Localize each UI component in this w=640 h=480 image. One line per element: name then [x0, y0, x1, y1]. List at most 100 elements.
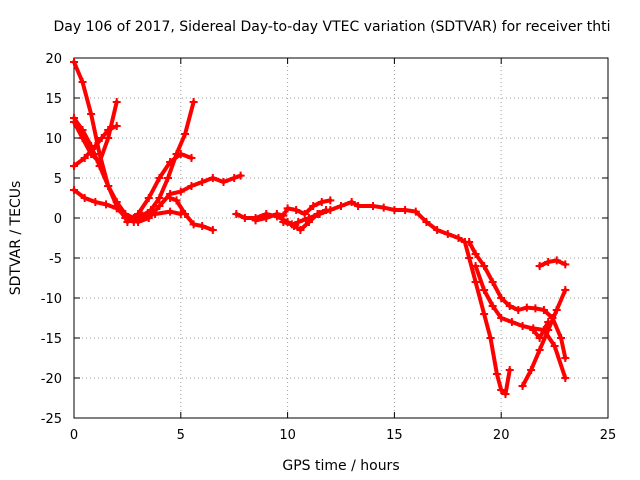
data-point: [272, 210, 281, 218]
data-point: [300, 210, 309, 218]
y-tick-label: 0: [54, 212, 62, 227]
data-point: [454, 234, 463, 242]
data-point: [354, 202, 363, 210]
y-axis-label: SDTVAR / TECUs: [8, 181, 24, 296]
data-point: [230, 174, 239, 182]
data-point: [471, 262, 480, 270]
data-point: [518, 322, 527, 330]
data-point: [539, 326, 548, 334]
data-point: [505, 302, 514, 310]
data-point: [87, 110, 96, 118]
data-point: [112, 204, 121, 213]
data-point: [181, 210, 190, 218]
series-track-n: [518, 286, 570, 390]
data-point: [317, 198, 326, 206]
data-point: [163, 174, 172, 182]
data-point: [471, 250, 480, 258]
data-point: [102, 200, 111, 209]
x-tick-label: 0: [70, 428, 78, 443]
data-point: [369, 202, 378, 210]
data-point: [497, 386, 506, 394]
data-point: [144, 194, 153, 202]
x-tick-label: 5: [177, 428, 185, 443]
x-axis-label: GPS time / hours: [282, 458, 399, 474]
data-point: [433, 226, 442, 234]
data-point: [70, 162, 78, 170]
data-point: [166, 194, 175, 202]
data-point: [176, 187, 185, 196]
x-tick-label: 10: [279, 428, 296, 443]
data-point: [292, 206, 301, 214]
data-point: [422, 218, 431, 226]
data-point: [279, 218, 288, 226]
data-point: [539, 306, 548, 314]
data-point: [486, 334, 495, 342]
y-tick-label: -20: [41, 372, 62, 387]
series-track-k: [460, 238, 514, 398]
series-track-e: [70, 171, 245, 226]
data-point: [70, 58, 78, 66]
data-point: [236, 171, 245, 180]
series-track-f: [166, 194, 217, 234]
axis-ticks: 0 5 10 15 20 25 20 15 10 5 0 -5 -10 -15 -20 -25: [41, 52, 617, 443]
data-point: [78, 78, 87, 86]
series-track-g: [123, 150, 196, 226]
data-point: [401, 206, 410, 214]
data-point: [535, 346, 544, 354]
data-point: [390, 206, 399, 214]
data-point: [544, 318, 553, 326]
data-point: [561, 354, 570, 362]
data-point: [172, 196, 181, 205]
data-point: [187, 182, 196, 190]
data-point: [337, 202, 345, 210]
data-point: [198, 222, 207, 230]
y-tick-label: -15: [41, 332, 62, 347]
data-point: [91, 142, 100, 150]
chart-title: Day 106 of 2017, Sidereal Day-to-day VTE…: [54, 19, 611, 35]
data-point: [443, 230, 452, 238]
series-line: [520, 288, 568, 388]
y-tick-label: 10: [45, 132, 62, 147]
data-point: [166, 207, 175, 216]
series-line: [234, 200, 467, 244]
data-point: [480, 286, 489, 294]
data-point: [480, 262, 489, 270]
series-track-o: [535, 256, 570, 270]
data-point: [471, 278, 480, 286]
data-point: [501, 390, 510, 398]
data-point: [208, 174, 217, 182]
data-point: [87, 150, 96, 158]
data-point: [134, 210, 143, 218]
data-point: [527, 366, 536, 374]
y-tick-label: 5: [54, 172, 62, 187]
data-point: [552, 306, 561, 314]
data-point: [104, 182, 113, 190]
data-point: [497, 294, 506, 302]
data-point: [561, 260, 570, 269]
series-line: [253, 198, 333, 223]
series-track-j: [279, 206, 331, 234]
data-point: [189, 220, 198, 229]
series-line: [531, 320, 551, 340]
data-point: [322, 206, 331, 214]
data-point: [187, 154, 196, 162]
data-point: [91, 198, 100, 206]
data-point: [287, 220, 296, 229]
data-point: [219, 178, 228, 186]
series-line: [473, 264, 568, 380]
data-series: [70, 58, 570, 398]
data-point: [80, 194, 89, 202]
data-point: [544, 258, 553, 266]
data-point: [189, 98, 198, 106]
data-point: [514, 306, 523, 314]
data-point: [112, 122, 121, 130]
data-point: [155, 194, 164, 202]
data-point: [176, 150, 185, 158]
data-point: [552, 256, 561, 265]
series-line: [72, 100, 119, 164]
series-track-d: [70, 98, 121, 166]
data-point: [561, 286, 570, 294]
data-point: [70, 186, 78, 194]
data-point: [134, 218, 143, 226]
